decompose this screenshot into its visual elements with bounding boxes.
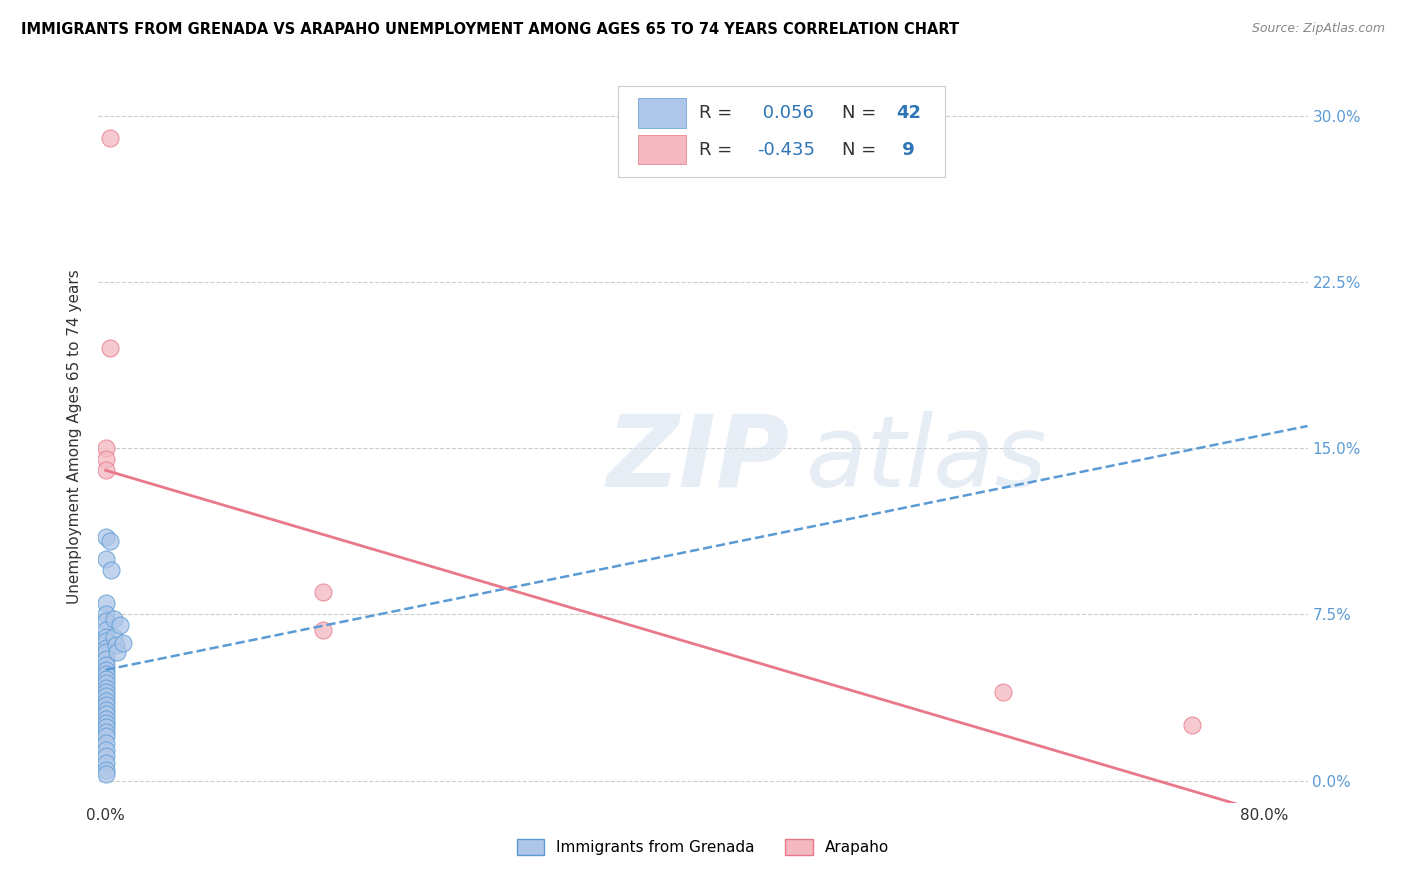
Point xyxy=(94,452,117,467)
FancyBboxPatch shape xyxy=(638,135,686,164)
Text: atlas: atlas xyxy=(806,410,1047,508)
Point xyxy=(105,645,128,659)
Point xyxy=(94,640,117,655)
Text: N =: N = xyxy=(842,141,882,159)
Point xyxy=(94,607,117,622)
Point xyxy=(94,672,117,686)
Point xyxy=(94,716,117,731)
Point xyxy=(94,707,117,722)
Point xyxy=(94,463,117,477)
Point xyxy=(94,685,117,699)
Point xyxy=(112,636,135,650)
Point xyxy=(103,612,125,626)
Point xyxy=(100,563,122,577)
Text: 42: 42 xyxy=(897,104,921,122)
Point xyxy=(94,552,117,566)
Text: N =: N = xyxy=(842,104,882,122)
Point xyxy=(94,634,117,648)
Point xyxy=(94,756,117,770)
Point xyxy=(98,534,121,549)
Point xyxy=(94,763,117,777)
Point xyxy=(94,712,117,726)
Text: 0.056: 0.056 xyxy=(758,104,814,122)
Point xyxy=(993,685,1015,699)
Point xyxy=(94,694,117,708)
Point xyxy=(98,342,121,356)
Text: R =: R = xyxy=(699,104,738,122)
Point xyxy=(94,596,117,610)
Text: Source: ZipAtlas.com: Source: ZipAtlas.com xyxy=(1251,22,1385,36)
Point xyxy=(94,681,117,695)
Text: IMMIGRANTS FROM GRENADA VS ARAPAHO UNEMPLOYMENT AMONG AGES 65 TO 74 YEARS CORREL: IMMIGRANTS FROM GRENADA VS ARAPAHO UNEMP… xyxy=(21,22,959,37)
Point xyxy=(94,614,117,628)
Point xyxy=(94,667,117,681)
Point xyxy=(1181,718,1204,732)
Point xyxy=(94,767,117,781)
Point xyxy=(94,441,117,455)
Legend: Immigrants from Grenada, Arapaho: Immigrants from Grenada, Arapaho xyxy=(510,833,896,861)
FancyBboxPatch shape xyxy=(619,86,945,178)
Point xyxy=(94,742,117,756)
Text: -0.435: -0.435 xyxy=(758,141,815,159)
FancyBboxPatch shape xyxy=(638,98,686,128)
Point xyxy=(94,690,117,704)
Y-axis label: Unemployment Among Ages 65 to 74 years: Unemployment Among Ages 65 to 74 years xyxy=(67,269,83,605)
Point xyxy=(104,639,127,653)
Point xyxy=(94,651,117,665)
Point xyxy=(94,736,117,750)
Point xyxy=(94,724,117,739)
Point xyxy=(94,658,117,673)
Point xyxy=(94,663,117,677)
Point xyxy=(98,131,121,145)
Text: 9: 9 xyxy=(897,141,915,159)
Point xyxy=(94,676,117,690)
Point xyxy=(94,729,117,743)
Point xyxy=(94,645,117,659)
Point xyxy=(94,630,117,644)
Text: ZIP: ZIP xyxy=(606,410,789,508)
Point xyxy=(94,530,117,544)
Text: R =: R = xyxy=(699,141,738,159)
Point xyxy=(312,585,335,599)
Point xyxy=(94,698,117,713)
Point xyxy=(94,623,117,637)
Point xyxy=(94,703,117,717)
Point xyxy=(94,721,117,735)
Point xyxy=(103,630,125,644)
Point xyxy=(94,749,117,764)
Point xyxy=(312,623,335,637)
Point xyxy=(108,618,131,632)
